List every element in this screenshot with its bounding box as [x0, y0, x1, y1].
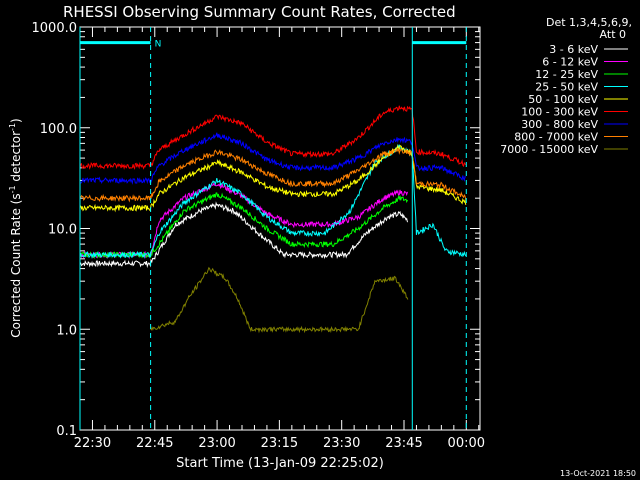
y-axis-label-sup1: -1 [8, 185, 17, 193]
legend-header-line1: Det 1,3,4,5,6,9, [546, 16, 632, 29]
legend-label: 25 - 50 keV [535, 81, 598, 94]
x-tick-label: 23:15 [261, 436, 298, 451]
series-line [79, 201, 408, 269]
x-tick-label: 00:00 [448, 436, 485, 451]
y-tick-label: 1000.0 [32, 21, 78, 36]
y-axis-label-end: ) [9, 118, 23, 123]
legend-label: 7000 - 15000 keV [500, 143, 598, 156]
y-axis-label: Corrected Count Rate (s-1 detector-1) [8, 118, 23, 337]
y-axis-label-sup2: -1 [8, 123, 17, 131]
chart-title: RHESSI Observing Summary Count Rates, Co… [63, 3, 456, 21]
series-line [79, 144, 467, 213]
legend-label: 50 - 100 keV [528, 93, 598, 106]
y-tick-label: 1.0 [56, 323, 77, 338]
series-line [79, 105, 467, 170]
x-tick-label: 22:30 [74, 436, 111, 451]
series-line [79, 132, 467, 185]
footer-date: 13-Oct-2021 18:50 [560, 469, 636, 478]
series-line [150, 266, 409, 334]
y-tick-label: 0.1 [56, 424, 77, 439]
series-line [79, 147, 467, 203]
legend-label: 6 - 12 keV [542, 56, 598, 69]
legend-label: 12 - 25 keV [535, 68, 598, 81]
series-line [79, 192, 408, 260]
x-tick-label: 22:45 [136, 436, 173, 451]
y-axis-label-mid: detector [9, 131, 23, 186]
y-tick-label: 10.0 [48, 223, 77, 238]
legend-header-line2: Att 0 [600, 28, 626, 41]
x-tick-label: 23:00 [198, 436, 235, 451]
legend-label: 800 - 7000 keV [514, 131, 598, 144]
plot-frame [79, 26, 481, 431]
plot-area: 1000.0 100.0 10.0 1.0 0.122:30 22:45 23:00 23:1… [32, 21, 486, 451]
y-tick-label: 100.0 [40, 122, 77, 137]
x-axis-label: Start Time (13-Jan-09 22:25:02) [176, 456, 384, 471]
flag-label: N [155, 40, 162, 50]
x-tick-label: 23:30 [323, 436, 360, 451]
y-axis-label-main: Corrected Count Rate (s [9, 193, 23, 337]
legend-label: 3 - 6 keV [549, 43, 598, 56]
legend-label: 100 - 300 keV [521, 106, 598, 119]
x-tick-label: 23:45 [385, 436, 422, 451]
legend-label: 300 - 800 keV [521, 118, 598, 131]
